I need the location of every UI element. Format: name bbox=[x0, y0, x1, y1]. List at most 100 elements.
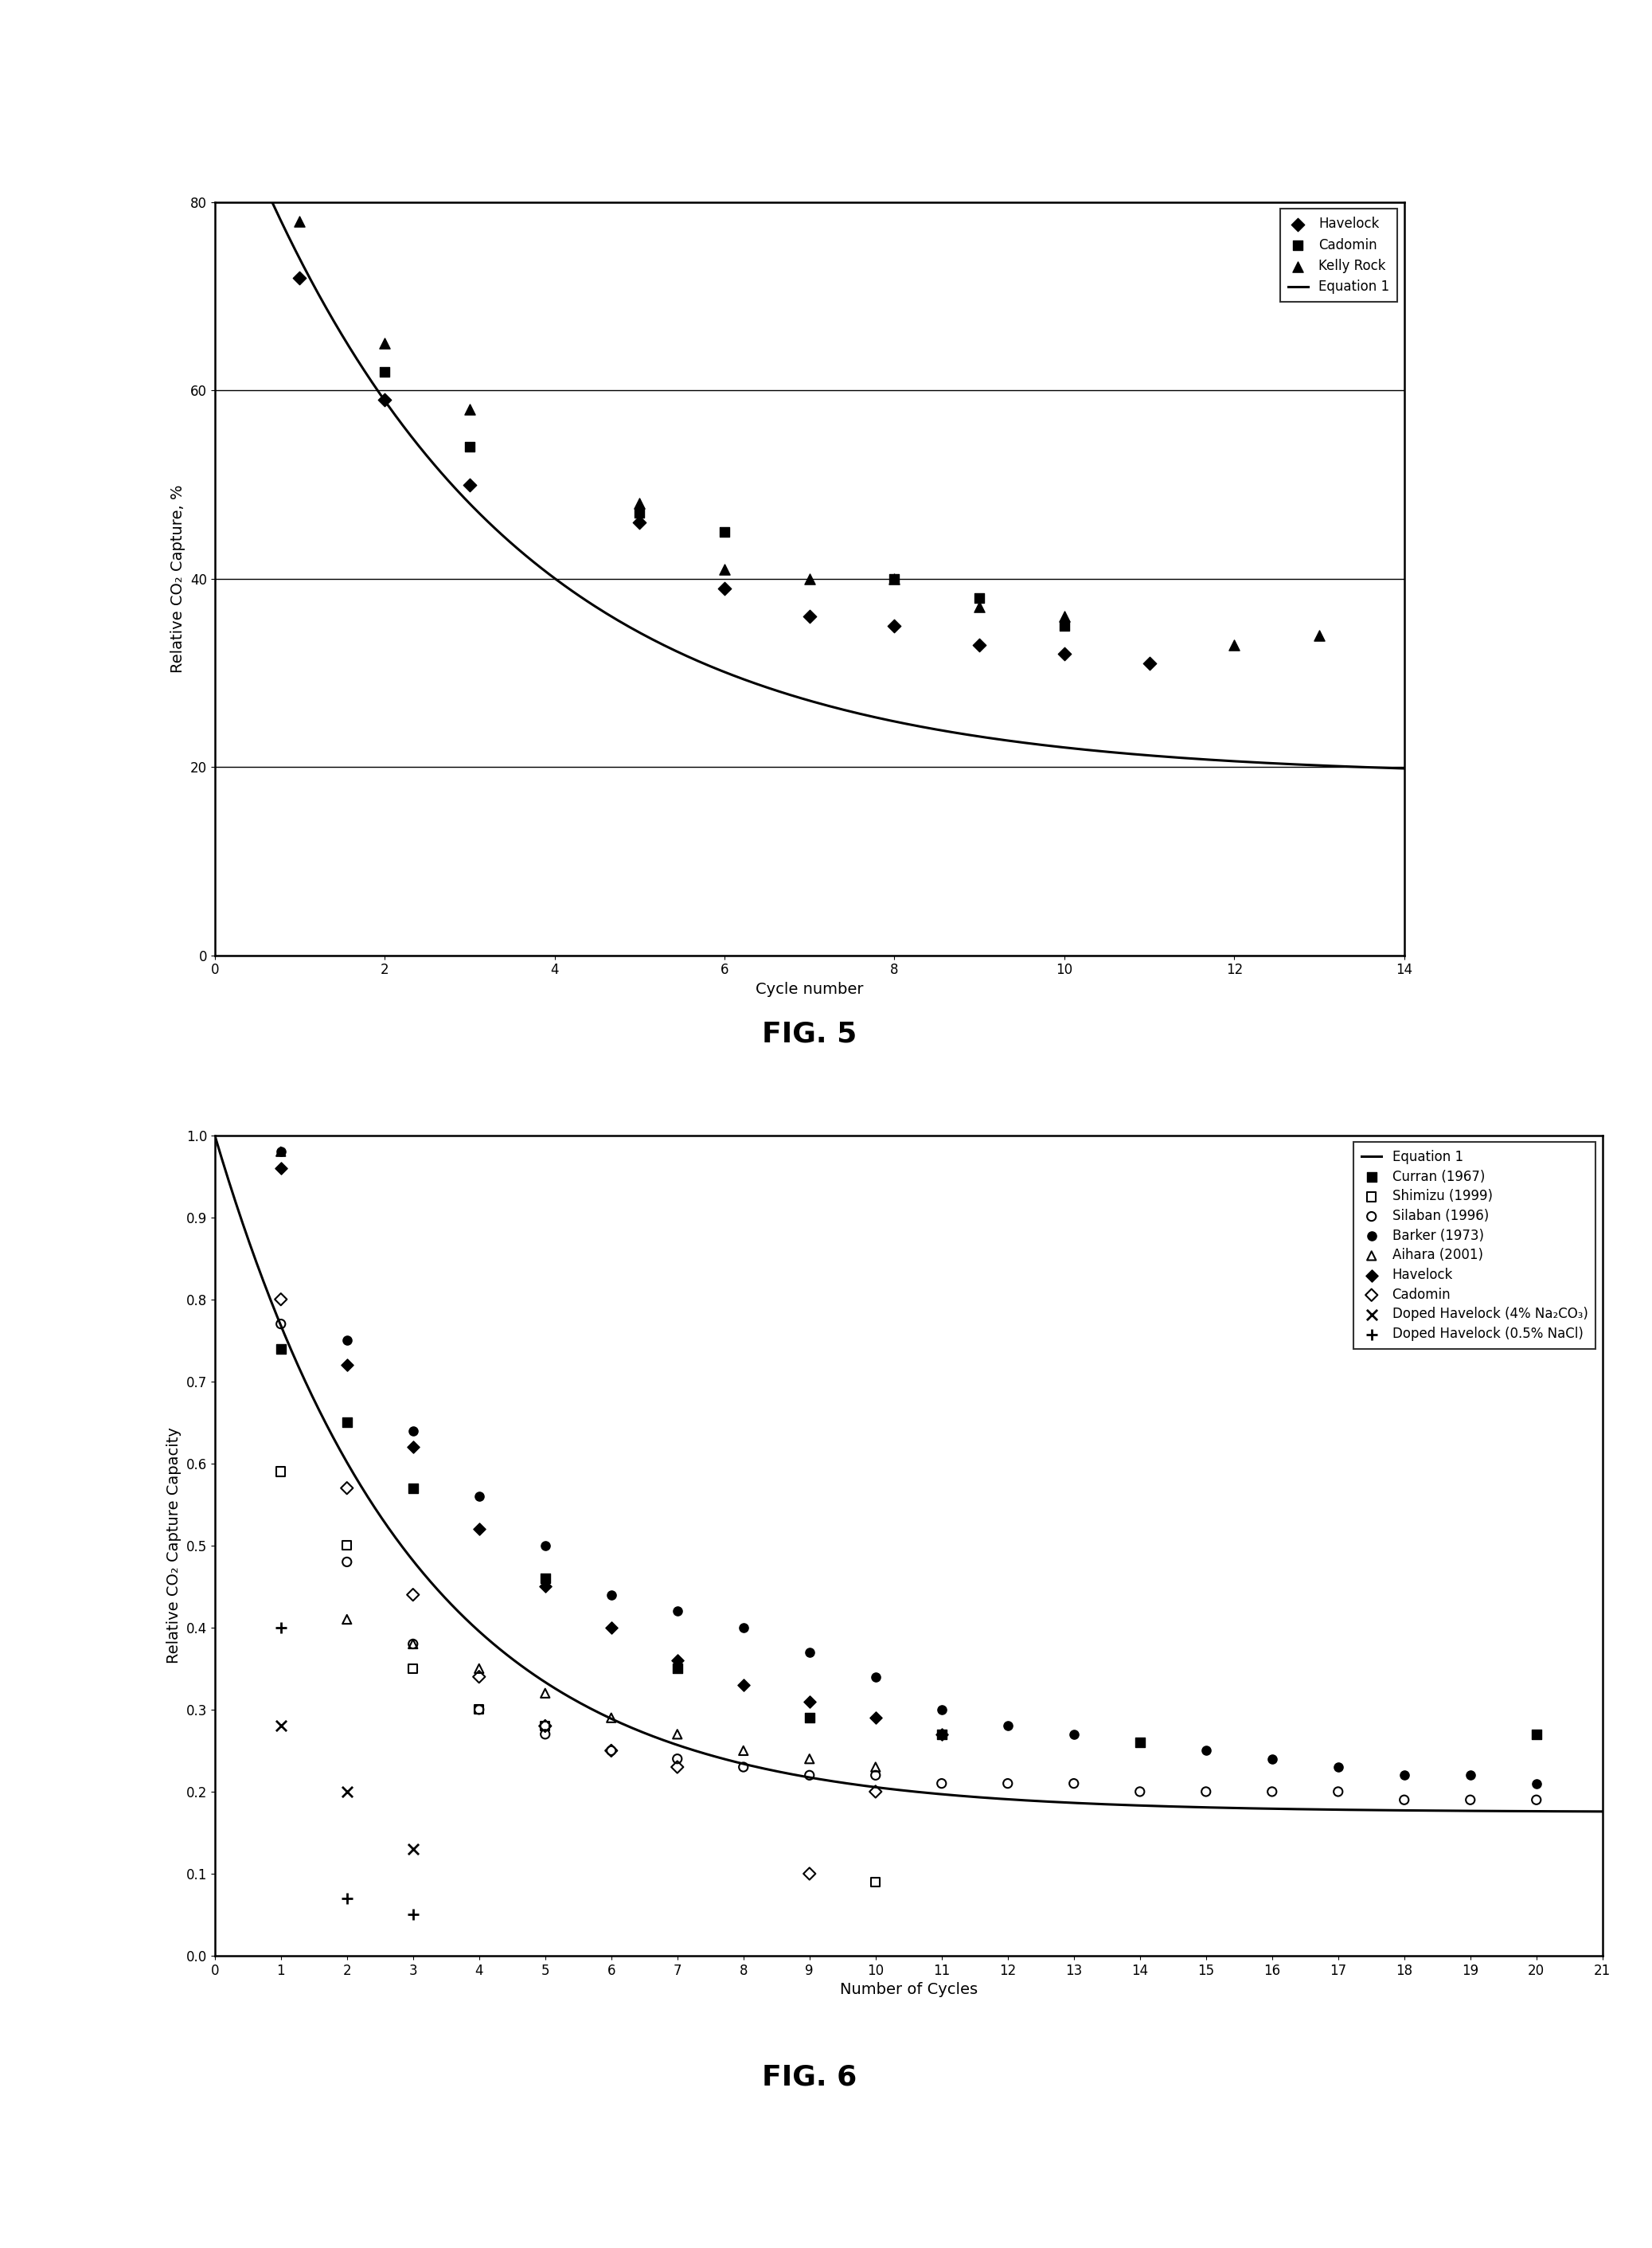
Curran (1967) bbox=[1523, 1715, 1550, 1751]
Havelock bbox=[456, 468, 482, 504]
Kelly Rock bbox=[626, 486, 653, 522]
Cadomin bbox=[400, 1576, 426, 1612]
Shimizu (1999) bbox=[862, 1864, 889, 1900]
Havelock bbox=[881, 607, 907, 643]
Havelock bbox=[1051, 636, 1077, 672]
Text: FIG. 6: FIG. 6 bbox=[762, 2064, 857, 2091]
Doped Havelock (0.5% NaCl) bbox=[334, 1879, 360, 1915]
Barker (1973) bbox=[466, 1479, 492, 1515]
Silaban (1996) bbox=[1523, 1783, 1550, 1819]
X-axis label: Number of Cycles: Number of Cycles bbox=[839, 1983, 978, 1998]
Legend: Havelock, Cadomin, Kelly Rock, Equation 1: Havelock, Cadomin, Kelly Rock, Equation … bbox=[1280, 209, 1398, 301]
Havelock bbox=[796, 1684, 823, 1720]
Barker (1973) bbox=[598, 1576, 624, 1612]
Cadomin bbox=[626, 495, 653, 531]
Havelock bbox=[712, 571, 738, 607]
Aihara (2001) bbox=[862, 1749, 889, 1785]
Havelock bbox=[796, 598, 823, 634]
Equation 1 bbox=[1077, 1789, 1097, 1816]
Shimizu (1999) bbox=[334, 1529, 360, 1565]
Cadomin bbox=[598, 1733, 624, 1769]
Y-axis label: Relative CO₂ Capture, %: Relative CO₂ Capture, % bbox=[170, 486, 185, 672]
Equation 1 bbox=[1593, 1798, 1612, 1825]
Havelock bbox=[730, 1668, 757, 1704]
Cadomin bbox=[664, 1749, 691, 1785]
Silaban (1996) bbox=[664, 1740, 691, 1776]
Havelock bbox=[334, 1347, 360, 1383]
Kelly Rock bbox=[1051, 598, 1077, 634]
Cadomin bbox=[268, 1281, 294, 1317]
Barker (1973) bbox=[532, 1529, 558, 1565]
Equation 1 bbox=[1214, 1794, 1234, 1821]
Equation 1 bbox=[1287, 751, 1307, 778]
Equation 1 bbox=[205, 1122, 225, 1149]
Kelly Rock bbox=[881, 562, 907, 598]
Shimizu (1999) bbox=[532, 1708, 558, 1744]
Havelock bbox=[928, 1715, 955, 1751]
Cadomin bbox=[466, 1659, 492, 1695]
Barker (1973) bbox=[400, 1412, 426, 1448]
Aihara (2001) bbox=[268, 1133, 294, 1169]
Havelock bbox=[1137, 645, 1163, 681]
Silaban (1996) bbox=[862, 1758, 889, 1794]
Silaban (1996) bbox=[1457, 1783, 1483, 1819]
Silaban (1996) bbox=[1259, 1774, 1285, 1810]
Equation 1 bbox=[927, 715, 947, 742]
Havelock bbox=[862, 1699, 889, 1735]
Y-axis label: Relative CO₂ Capture Capacity: Relative CO₂ Capture Capacity bbox=[167, 1427, 182, 1664]
Aihara (2001) bbox=[400, 1625, 426, 1661]
Kelly Rock bbox=[1307, 618, 1333, 654]
Equation 1 bbox=[657, 1729, 677, 1756]
Shimizu (1999) bbox=[268, 1454, 294, 1490]
Equation 1 bbox=[1206, 1794, 1226, 1821]
Havelock bbox=[466, 1511, 492, 1547]
Equation 1 bbox=[248, 155, 268, 182]
Silaban (1996) bbox=[796, 1758, 823, 1794]
Silaban (1996) bbox=[334, 1544, 360, 1580]
Curran (1967) bbox=[796, 1699, 823, 1735]
Aihara (2001) bbox=[466, 1650, 492, 1686]
Aihara (2001) bbox=[334, 1601, 360, 1637]
Cadomin bbox=[532, 1708, 558, 1744]
Cadomin bbox=[334, 1470, 360, 1506]
Curran (1967) bbox=[928, 1715, 955, 1751]
Havelock bbox=[626, 504, 653, 540]
Equation 1 bbox=[1214, 746, 1234, 773]
Cadomin bbox=[712, 515, 738, 551]
Equation 1 bbox=[950, 719, 970, 746]
Doped Havelock (0.5% NaCl) bbox=[400, 1897, 426, 1933]
Barker (1973) bbox=[664, 1594, 691, 1630]
Equation 1 bbox=[372, 1504, 392, 1531]
Barker (1973) bbox=[1193, 1733, 1219, 1769]
Barker (1973) bbox=[268, 1133, 294, 1169]
Curran (1967) bbox=[334, 1405, 360, 1441]
Cadomin bbox=[966, 580, 993, 616]
Line: Equation 1: Equation 1 bbox=[215, 1135, 1602, 1812]
Barker (1973) bbox=[995, 1708, 1021, 1744]
Kelly Rock bbox=[456, 391, 482, 427]
Barker (1973) bbox=[928, 1690, 955, 1726]
Silaban (1996) bbox=[995, 1765, 1021, 1801]
Curran (1967) bbox=[1127, 1724, 1153, 1760]
Shimizu (1999) bbox=[466, 1690, 492, 1726]
Barker (1973) bbox=[1127, 1724, 1153, 1760]
Doped Havelock (4% Na₂CO₃) bbox=[268, 1708, 294, 1744]
Cadomin bbox=[881, 562, 907, 598]
Havelock bbox=[400, 1430, 426, 1466]
Silaban (1996) bbox=[532, 1715, 558, 1751]
Barker (1973) bbox=[1391, 1758, 1417, 1794]
Doped Havelock (4% Na₂CO₃) bbox=[400, 1832, 426, 1868]
Barker (1973) bbox=[730, 1610, 757, 1646]
Barker (1973) bbox=[1061, 1715, 1087, 1751]
Havelock bbox=[532, 1569, 558, 1605]
Cadomin bbox=[796, 1857, 823, 1893]
Silaban (1996) bbox=[268, 1306, 294, 1342]
Cadomin bbox=[1051, 607, 1077, 643]
Havelock bbox=[372, 382, 398, 418]
Line: Equation 1: Equation 1 bbox=[258, 169, 1404, 769]
Cadomin bbox=[456, 429, 482, 465]
Barker (1973) bbox=[1259, 1740, 1285, 1776]
Doped Havelock (0.5% NaCl) bbox=[268, 1610, 294, 1646]
Kelly Rock bbox=[796, 562, 823, 598]
Equation 1 bbox=[1394, 755, 1414, 782]
